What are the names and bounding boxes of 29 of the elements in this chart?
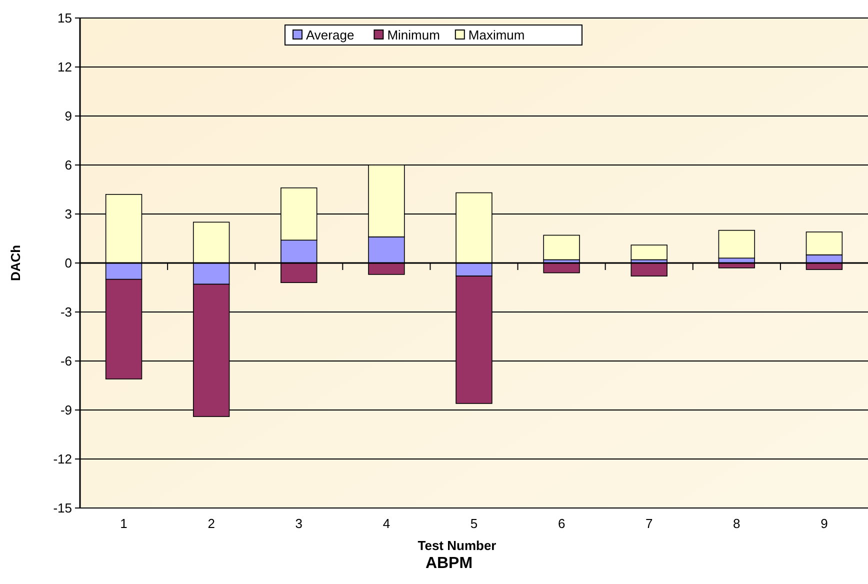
x-tick-label: 8: [733, 516, 740, 531]
x-tick-label: 3: [295, 516, 303, 531]
y-tick-label: 3: [64, 206, 72, 222]
y-tick-label: 12: [58, 60, 72, 75]
y-tick-label: 6: [64, 158, 72, 173]
x-tick-label: 7: [645, 516, 653, 531]
y-tick-label: -15: [53, 500, 72, 516]
bar: [543, 234, 580, 260]
y-tick-label: 9: [64, 108, 72, 124]
bar: [718, 230, 756, 258]
y-tick-label: -6: [60, 354, 72, 369]
text: ABPM: [425, 555, 473, 572]
bar: [630, 244, 668, 260]
x-tick-label: 4: [382, 516, 390, 531]
x-axis-title: Test Number: [418, 538, 496, 553]
y-axis-title: DACh: [8, 244, 23, 282]
x-tick-label: 1: [120, 516, 128, 531]
y-tick-label: 0: [64, 256, 72, 271]
legend-label: Maximum: [468, 28, 525, 42]
x-tick-label: 6: [558, 516, 566, 531]
x-tick-label: 9: [820, 516, 828, 531]
y-tick-label: -9: [60, 402, 72, 418]
y-tick-label: -12: [53, 452, 72, 467]
x-tick-label: 5: [470, 516, 478, 531]
legend-label: Minimum: [387, 28, 440, 42]
y-tick-label: 15: [58, 10, 72, 26]
legend-label: Average: [306, 28, 354, 42]
x-tick-label: 2: [208, 516, 215, 531]
y-tick-label: -3: [60, 304, 72, 320]
